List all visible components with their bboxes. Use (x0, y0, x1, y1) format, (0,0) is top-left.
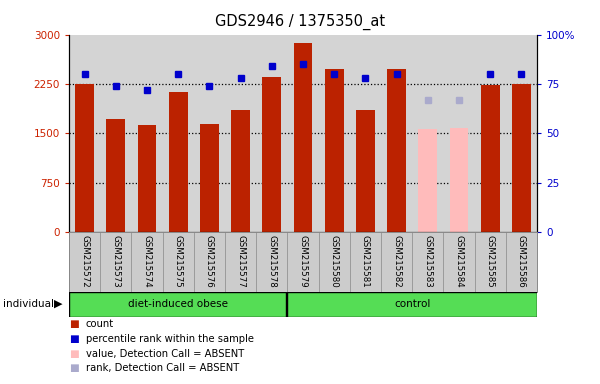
Text: count: count (86, 319, 114, 329)
Bar (200, 124, 219, 232)
Text: GSM215581: GSM215581 (361, 235, 370, 288)
Text: GSM215583: GSM215583 (424, 235, 432, 288)
Text: GSM215575: GSM215575 (174, 235, 182, 288)
Text: GSM215584: GSM215584 (455, 235, 464, 288)
Text: percentile rank within the sample: percentile rank within the sample (86, 334, 254, 344)
Text: ■: ■ (69, 363, 79, 373)
Text: GDS2946 / 1375350_at: GDS2946 / 1375350_at (215, 13, 385, 30)
Text: rank, Detection Call = ABSENT: rank, Detection Call = ABSENT (86, 363, 239, 373)
Text: value, Detection Call = ABSENT: value, Detection Call = ABSENT (86, 349, 244, 359)
Bar (287, 292, 537, 317)
Text: GSM215579: GSM215579 (299, 235, 308, 287)
Bar (481, 84, 500, 232)
Text: GSM215572: GSM215572 (80, 235, 89, 288)
Bar (512, 84, 531, 232)
Text: control: control (394, 299, 430, 310)
Text: ▶: ▶ (54, 299, 62, 309)
Bar (293, 43, 313, 232)
Bar (169, 92, 188, 232)
Text: GSM215578: GSM215578 (267, 235, 276, 288)
Text: GSM215580: GSM215580 (330, 235, 338, 288)
Text: ■: ■ (69, 334, 79, 344)
Text: GSM215576: GSM215576 (205, 235, 214, 288)
Text: diet-induced obese: diet-induced obese (128, 299, 228, 310)
Bar (69, 292, 286, 317)
Text: GSM215586: GSM215586 (517, 235, 526, 288)
Bar (137, 125, 157, 232)
Text: GSM215574: GSM215574 (143, 235, 151, 288)
Text: GSM215577: GSM215577 (236, 235, 245, 288)
Bar (262, 77, 281, 232)
Text: GSM215582: GSM215582 (392, 235, 401, 288)
Bar (356, 110, 375, 232)
Text: ■: ■ (69, 319, 79, 329)
Text: GSM215585: GSM215585 (485, 235, 494, 288)
Bar (325, 70, 344, 232)
Bar (449, 128, 469, 232)
Text: GSM215573: GSM215573 (112, 235, 120, 288)
Text: ■: ■ (69, 349, 79, 359)
Bar (418, 129, 437, 232)
Bar (106, 119, 125, 232)
Bar (387, 70, 406, 232)
Bar (75, 84, 94, 232)
Bar (231, 110, 250, 232)
Text: individual: individual (3, 299, 54, 309)
